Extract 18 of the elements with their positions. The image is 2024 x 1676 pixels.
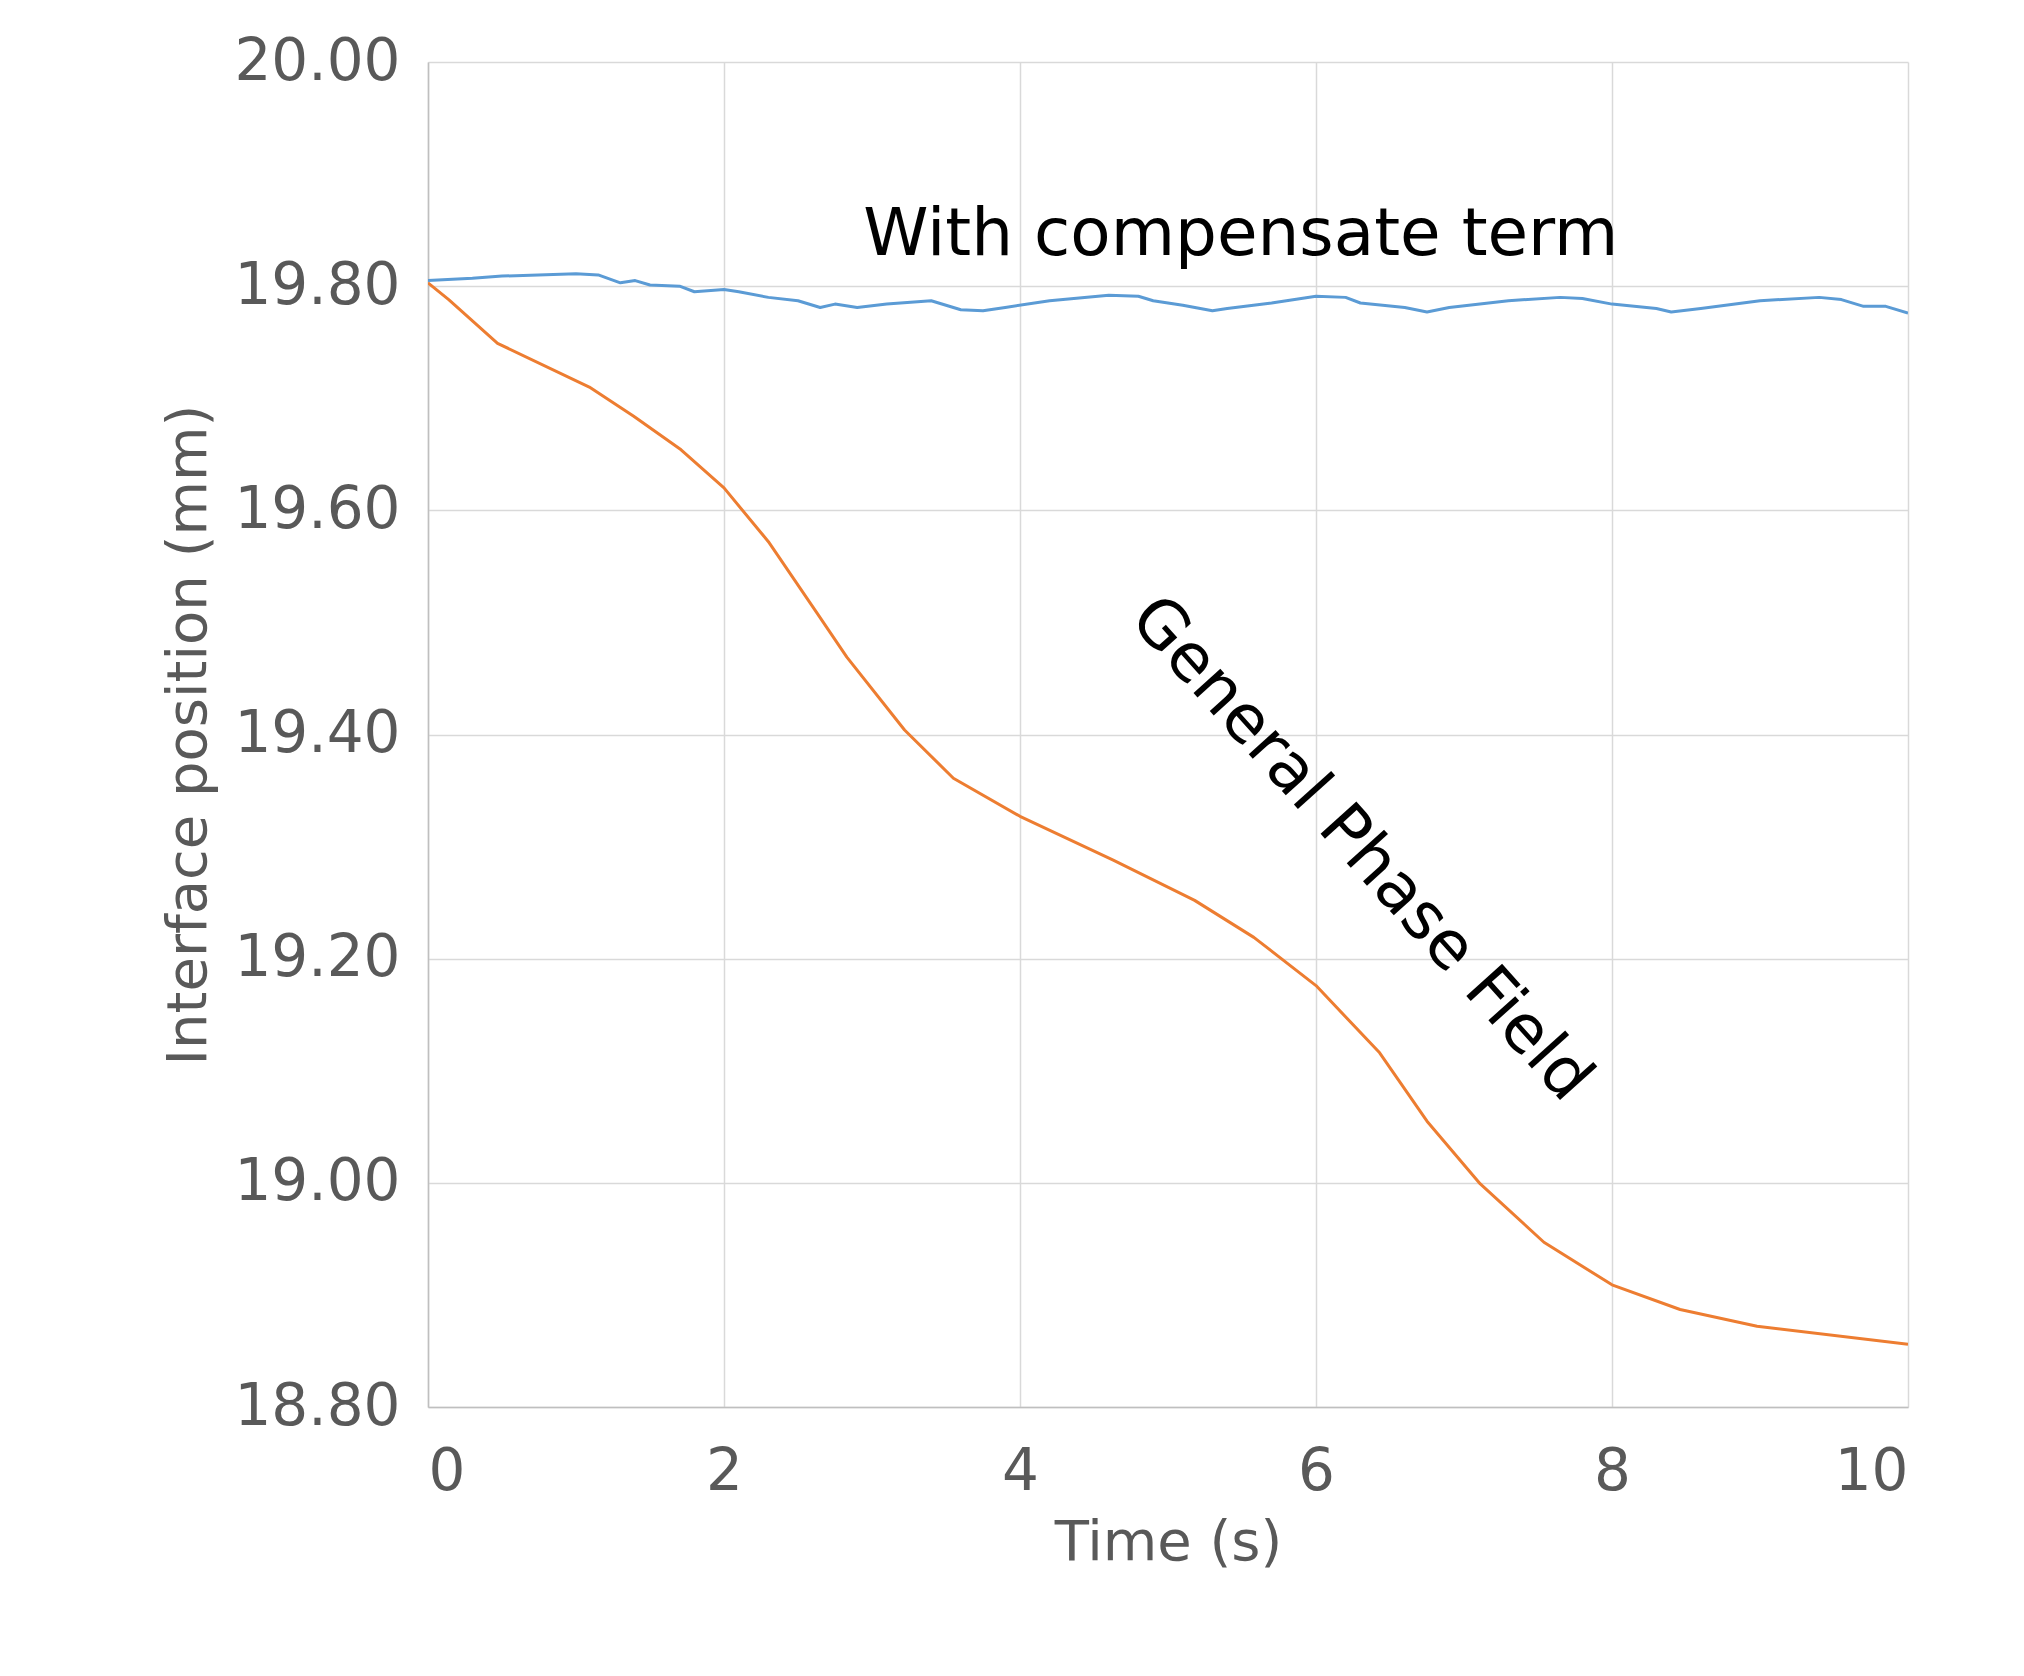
series-label: With compensate term (863, 194, 1619, 272)
x-axis-title: Time (s) (1053, 1507, 1283, 1573)
line-series (428, 272, 1908, 315)
y-tick-label: 18.80 (234, 1370, 401, 1439)
x-tick-label: 6 (1298, 1435, 1335, 1504)
y-tick-label: 19.20 (234, 922, 401, 991)
x-tick-label: 10 (1834, 1435, 1909, 1504)
y-axis-title: Interface position (mm) (154, 404, 220, 1066)
y-tick-label: 19.60 (234, 473, 401, 542)
x-tick-label: 2 (706, 1435, 743, 1504)
line-series (428, 281, 1908, 1346)
y-tick-label: 20.00 (234, 25, 401, 94)
x-tick-label: 8 (1594, 1435, 1631, 1504)
x-tick-label: 0 (428, 1435, 466, 1504)
y-tick-label: 19.80 (234, 249, 401, 318)
y-tick-label: 19.40 (234, 698, 401, 766)
x-tick-label: 4 (1002, 1435, 1039, 1504)
y-tick-label: 19.00 (234, 1146, 401, 1215)
